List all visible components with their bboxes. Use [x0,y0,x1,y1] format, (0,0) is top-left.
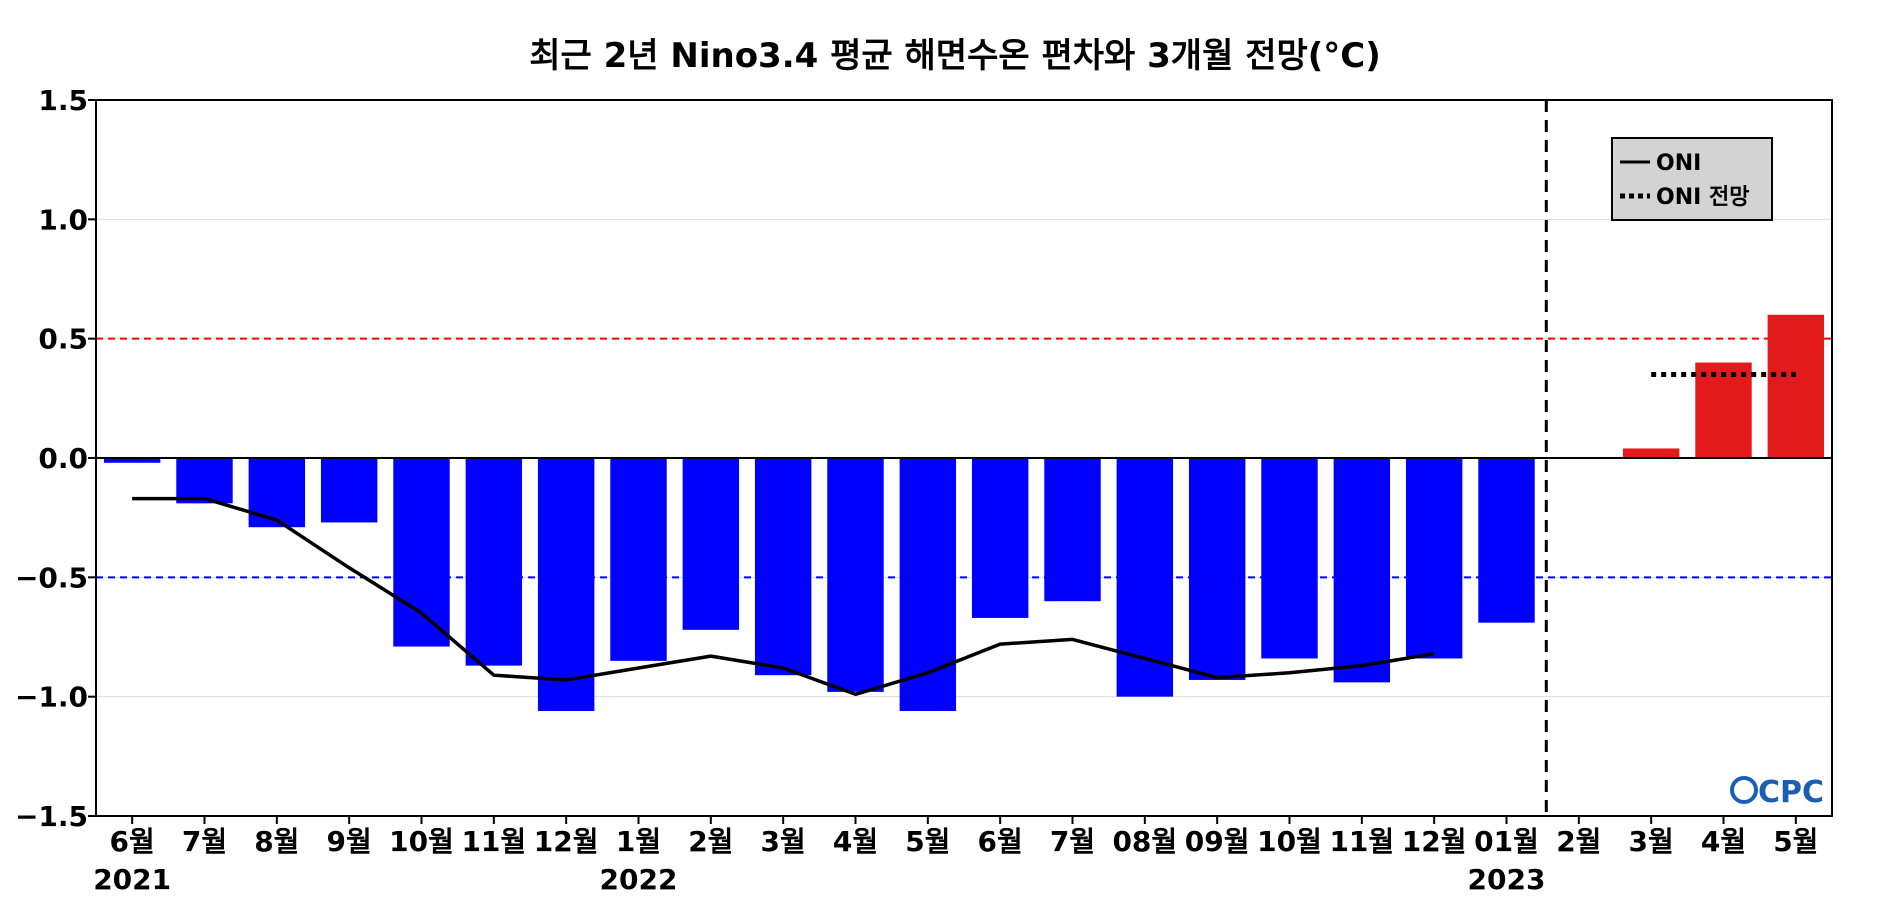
legend-box [1611,137,1773,221]
year-label: 2023 [1468,863,1546,896]
bar [248,458,306,528]
bar [754,458,812,676]
y-tick-label: 0.0 [38,442,88,475]
x-tick-label: 4월 [833,825,878,858]
x-tick-label: 7월 [1050,825,1095,858]
bar [1044,458,1101,602]
y-tick-label: 0.5 [38,323,88,356]
cpc-logo: CPC [1730,775,1824,810]
x-tick-label: 8월 [254,825,299,858]
x-tick-label: 9월 [327,825,372,858]
x-tick-label: 6월 [978,825,1023,858]
bar [1333,458,1391,683]
bar [1478,458,1535,623]
x-tick-label: 08월 [1112,825,1177,858]
legend-oni-label: ONI [1656,151,1701,176]
x-tick-label: 11월 [1329,825,1394,858]
year-label: 2021 [93,863,171,896]
x-tick-label: 12월 [1402,825,1467,858]
logo-text: CPC [1758,775,1824,810]
bar [1695,362,1752,458]
bar [393,458,450,647]
bar [899,458,957,711]
x-tick-label: 2월 [688,825,733,858]
legend-oni-forecast-label: ONI 전망 [1656,185,1749,210]
bar [1622,448,1680,458]
legend: ONI ONI 전망 [1611,137,1773,221]
bar [465,458,523,666]
x-tick-label: 01월 [1474,825,1539,858]
y-tick-label: 1.5 [38,84,88,117]
bar [1188,458,1246,680]
bar [1405,458,1463,659]
bar [682,458,740,630]
y-tick-label: −0.5 [15,561,88,594]
y-tick-label: −1.0 [15,681,88,714]
x-tick-label: 2월 [1556,825,1601,858]
plot-frame [95,99,1833,817]
bar [1767,314,1825,458]
bar [537,458,595,711]
x-tick-label: 09월 [1185,825,1250,858]
chart-title: 최근 2년 Nino3.4 평균 해면수온 편차와 3개월 전망(°C) [529,36,1381,76]
x-tick-label: 7월 [182,825,227,858]
x-axis-ticks: 6월 7월 8월 9월 10월 11월 12월 1월 2월 3월 4월 5월 6월 7월 08월 09월 10월… [93,816,1818,896]
x-tick-label: 10월 [1257,825,1322,858]
bar [971,458,1029,618]
oni-line-layer [132,371,1796,697]
y-tick-label: −1.5 [15,800,88,833]
x-tick-label: 3월 [761,825,806,858]
x-tick-label: 6월 [110,825,155,858]
bar [320,458,378,523]
reference-lines [96,100,1832,816]
x-tick-label: 3월 [1629,825,1674,858]
x-tick-label: 1월 [616,825,661,858]
bar [176,458,233,504]
x-tick-label: 5월 [1773,825,1818,858]
bar [1261,458,1318,659]
bar [1116,458,1174,697]
y-axis-ticks: 1.5 1.0 0.5 0.0 −0.5 −1.0 −1.5 [15,84,96,833]
x-tick-label: 10월 [389,825,454,858]
x-tick-label: 11월 [461,825,526,858]
year-label: 2022 [600,863,678,896]
oni-line [132,496,1435,697]
y-tick-label: 1.0 [38,203,88,236]
bars [96,314,1832,711]
x-tick-label: 12월 [534,825,599,858]
x-tick-label: 4월 [1701,825,1746,858]
bar [827,458,884,692]
x-tick-label: 5월 [905,825,950,858]
bar [103,458,161,463]
logo-globe-icon [1730,776,1758,804]
bar [610,458,667,661]
